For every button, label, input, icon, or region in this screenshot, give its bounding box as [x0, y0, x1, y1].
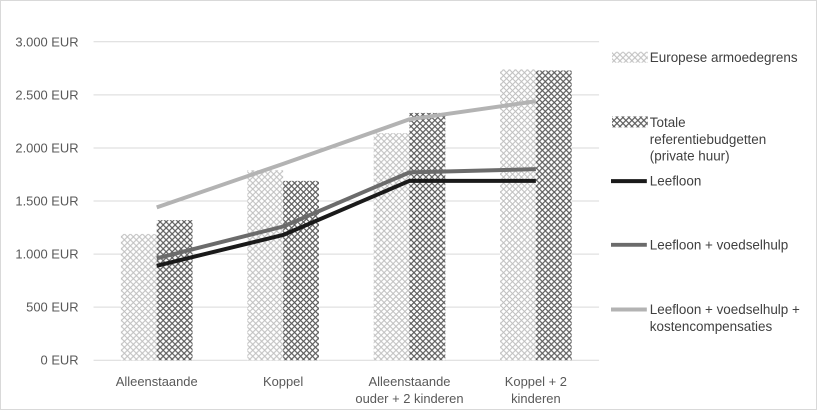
bar-light-2 [373, 133, 410, 361]
x-axis: Alleenstaande Koppel Alleenstaande ouder + … [116, 374, 567, 406]
legend: Europese armoedegrens Totale referentiebud… [611, 50, 800, 334]
legend-label: Europese armoedegrens [650, 50, 798, 65]
bar-light-0 [120, 233, 157, 361]
y-tick-label: 1.000 EUR [15, 247, 78, 262]
lines [156, 99, 537, 268]
bar-dark-1 [283, 180, 319, 361]
y-tick-label: 500 EUR [26, 300, 78, 315]
legend-label: (private huur) [650, 149, 730, 164]
y-tick-label: 0 EUR [41, 353, 79, 368]
bar-dark-0 [156, 220, 193, 361]
legend-label: Leefloon + voedselhulp [650, 237, 788, 252]
line-series-1 [156, 167, 536, 261]
legend-label: Leefloon [650, 174, 702, 189]
y-tick-label: 2.000 EUR [15, 140, 78, 155]
y-tick-label: 2.500 EUR [15, 87, 78, 102]
bar-light-3 [500, 69, 536, 361]
legend-label: Leefloon + voedselhulp + [650, 302, 800, 317]
x-category-label: Alleenstaande [116, 374, 198, 389]
bar-light-1 [247, 170, 284, 361]
bar-dark-2 [409, 112, 446, 361]
x-category-label: Koppel + 2 [505, 374, 567, 389]
x-category-label: Koppel [263, 374, 303, 389]
legend-swatch-dark [612, 116, 648, 128]
x-category-label: ouder + 2 kinderen [355, 391, 463, 406]
y-tick-label: 3.000 EUR [15, 34, 78, 49]
x-category-label: Alleenstaande [369, 374, 451, 389]
y-tick-label: 1.500 EUR [15, 193, 78, 208]
line-series-2 [156, 99, 537, 210]
bar-dark-3 [535, 70, 572, 361]
line-series-0 [156, 178, 536, 268]
bars [120, 69, 572, 361]
x-category-label: kinderen [511, 391, 561, 406]
legend-label: referentiebudgetten [650, 132, 766, 147]
legend-swatch-light [612, 51, 648, 63]
legend-label: Totale [650, 115, 686, 130]
y-axis: 0 EUR 500 EUR 1.000 EUR 1.500 EUR 2.000 EUR 2… [15, 34, 78, 367]
legend-label: kostencompensaties [650, 319, 773, 334]
